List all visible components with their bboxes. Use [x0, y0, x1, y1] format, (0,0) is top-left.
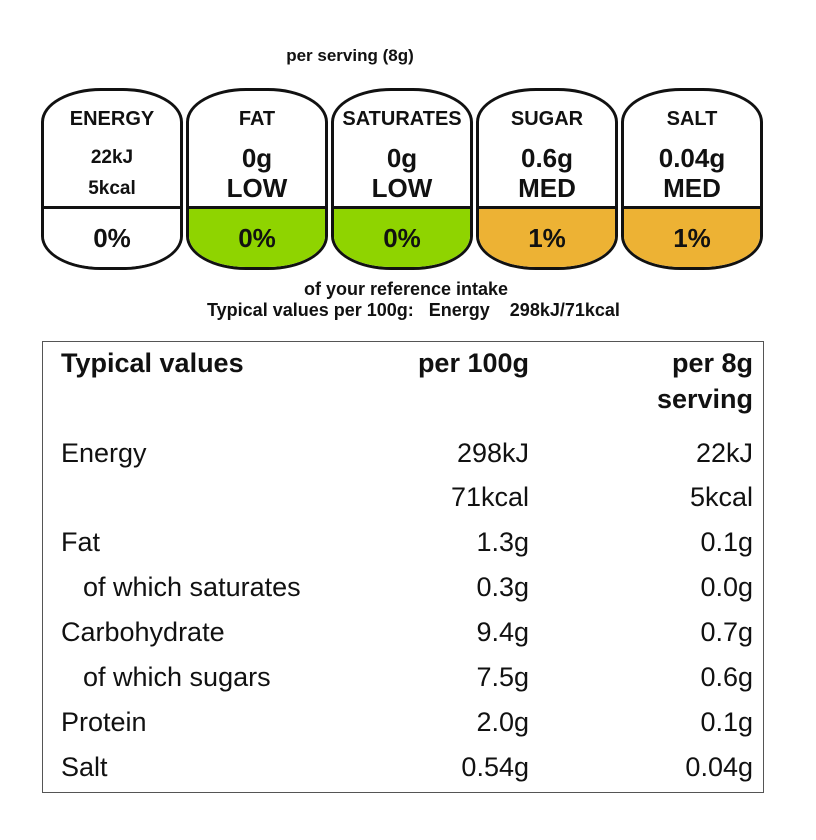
tile-ri: 0% — [189, 209, 325, 267]
row-per-serving: 0.7g — [700, 617, 753, 647]
nutrition-table: Typical values per 100g per 8g serving E… — [42, 341, 764, 793]
tile-level: LOW — [371, 173, 433, 203]
row-per-100g: 7.5g — [476, 662, 529, 692]
tile-saturates: SATURATES 0g LOW 0% — [331, 88, 473, 270]
header-per-serving-line2: serving — [656, 384, 753, 414]
tile-ri: 0% — [44, 209, 180, 267]
tile-sugar-top: SUGAR 0.6g MED — [479, 91, 615, 209]
row-name: Fat — [61, 527, 101, 557]
row-per-100g: 71kcal — [450, 482, 529, 512]
tile-level: MED — [518, 173, 576, 203]
tile-name: SALT — [666, 108, 718, 130]
tile-ri: 1% — [479, 209, 615, 267]
row-per-100g: 1.3g — [476, 527, 529, 557]
row-per-serving: 0.04g — [685, 752, 753, 782]
tile-energy: ENERGY 22kJ 5kcal 0% — [41, 88, 183, 270]
header-per-100g: per 100g — [417, 348, 529, 378]
row-per-serving: 0.1g — [700, 707, 753, 737]
row-per-serving: 22kJ — [695, 438, 753, 468]
tile-salt-top: SALT 0.04g MED — [624, 91, 760, 209]
row-per-100g: 0.3g — [476, 572, 529, 602]
tile-energy-top: ENERGY 22kJ 5kcal — [44, 91, 180, 209]
tile-value: 0.6g — [520, 143, 574, 173]
tile-level: LOW — [226, 173, 288, 203]
tile-name: SUGAR — [510, 108, 584, 130]
header-per-serving-line1: per 8g — [671, 348, 753, 378]
row-per-serving: 0.0g — [700, 572, 753, 602]
tile-value: 0.04g — [658, 143, 726, 173]
row-per-serving: 0.6g — [700, 662, 753, 692]
row-per-serving: 0.1g — [700, 527, 753, 557]
tile-sugar: SUGAR 0.6g MED 1% — [476, 88, 618, 270]
row-name: Salt — [61, 752, 108, 782]
tile-name: ENERGY — [69, 108, 155, 130]
traffic-light-label: ENERGY 22kJ 5kcal 0% FAT 0g LOW 0% SATUR… — [41, 88, 765, 272]
tile-ri: 0% — [334, 209, 470, 267]
row-per-100g: 0.54g — [461, 752, 529, 782]
tile-value: 0g — [241, 143, 273, 173]
reference-intake-note: of your reference intake — [303, 279, 509, 299]
tile-salt: SALT 0.04g MED 1% — [621, 88, 763, 270]
row-name: Energy — [61, 438, 147, 468]
row-per-100g: 2.0g — [476, 707, 529, 737]
tile-name: FAT — [238, 108, 276, 130]
row-per-serving: 5kcal — [689, 482, 753, 512]
row-name: Carbohydrate — [61, 617, 225, 647]
tile-fat-top: FAT 0g LOW — [189, 91, 325, 209]
tile-name: SATURATES — [342, 108, 462, 130]
tile-value: 22kJ — [90, 147, 134, 168]
tile-fat: FAT 0g LOW 0% — [186, 88, 328, 270]
tile-ri: 1% — [624, 209, 760, 267]
serving-title: per serving (8g) — [286, 46, 414, 65]
row-per-100g: 9.4g — [476, 617, 529, 647]
tile-value: 0g — [386, 143, 418, 173]
tile-value-secondary: 5kcal — [88, 178, 136, 199]
row-per-100g: 298kJ — [456, 438, 529, 468]
row-name: of which saturates — [83, 572, 301, 602]
header-typical-values: Typical values — [61, 348, 244, 378]
typical-values-per-100g: Typical values per 100g: Energy 298kJ/71… — [207, 300, 620, 320]
tile-level: MED — [663, 173, 721, 203]
row-name: of which sugars — [83, 662, 271, 692]
tile-saturates-top: SATURATES 0g LOW — [334, 91, 470, 209]
row-name: Protein — [61, 707, 147, 737]
